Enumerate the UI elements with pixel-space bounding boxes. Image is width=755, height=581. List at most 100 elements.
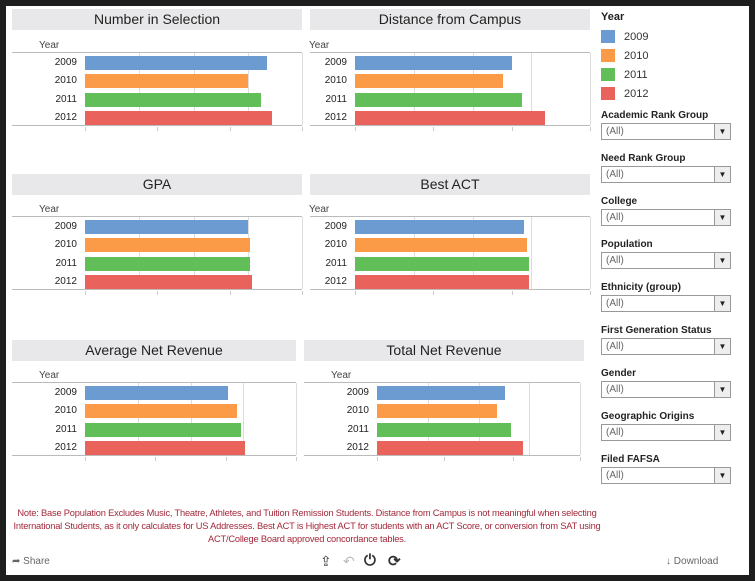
chevron-down-icon[interactable]: ▼ (714, 339, 730, 354)
filter-dropdown[interactable]: (All) ▼ (601, 295, 731, 312)
axis-tick (590, 127, 591, 131)
download-button[interactable]: ↓ Download (666, 556, 719, 567)
filter-dropdown[interactable]: (All) ▼ (601, 338, 731, 355)
bar-2011[interactable] (85, 422, 242, 437)
axis-tick (156, 127, 158, 131)
legend-title: Year (601, 11, 625, 23)
filter-dropdown[interactable]: (All) ▼ (601, 424, 731, 441)
row-header: Year (39, 204, 60, 215)
filter-dropdown[interactable]: (All) ▼ (601, 209, 731, 226)
filter-dropdown[interactable]: (All) ▼ (601, 467, 731, 484)
axis-tick (355, 127, 356, 131)
gridline (296, 383, 297, 455)
chevron-down-icon[interactable]: ▼ (714, 296, 730, 311)
bar-2010[interactable] (355, 238, 527, 253)
plot-area: 2009 2010 2011 2012 (12, 52, 303, 126)
axis-tick (302, 291, 303, 295)
filter-group: Ethnicity (group) (All) ▼ (601, 282, 731, 312)
year-label: 2012 (54, 441, 77, 453)
plot-area: 2009 2010 2011 2012 (310, 216, 591, 290)
chevron-down-icon[interactable]: ▼ (714, 425, 730, 440)
axis-tick (85, 291, 86, 295)
bar-2010[interactable] (355, 74, 504, 89)
color-swatch (601, 87, 615, 100)
filter-group: Need Rank Group (All) ▼ (601, 153, 731, 183)
year-label: 2009 (324, 221, 347, 232)
filter-label: Geographic Origins (601, 411, 695, 422)
year-label: 2009 (324, 57, 347, 68)
bar-2012[interactable] (85, 110, 272, 125)
plot-area: 2009 2010 2011 2012 (12, 382, 297, 456)
gridline (590, 53, 591, 125)
legend-item-2010[interactable]: 2010 (601, 46, 746, 65)
row-header: Year (309, 40, 330, 51)
year-label: 2010 (324, 75, 347, 87)
color-swatch (601, 68, 615, 81)
filter-label: First Generation Status (601, 325, 712, 336)
filter-dropdown[interactable]: (All) ▼ (601, 123, 731, 140)
chevron-down-icon[interactable]: ▼ (714, 253, 730, 268)
share-button[interactable]: ➦ Share (12, 556, 50, 567)
undo-icon[interactable]: ↶ (343, 553, 355, 569)
footnote: Note: Base Population Excludes Music, Th… (13, 508, 601, 544)
axis-tick (443, 457, 445, 461)
filter-group: First Generation Status (All) ▼ (601, 325, 731, 355)
bar-2009[interactable] (85, 220, 248, 234)
chevron-down-icon[interactable]: ▼ (714, 124, 730, 139)
bar-2012[interactable] (85, 274, 253, 289)
axis-tick (432, 291, 434, 295)
bar-2009[interactable] (85, 56, 268, 70)
filter-dropdown[interactable]: (All) ▼ (601, 252, 731, 269)
bar-2009[interactable] (377, 386, 505, 400)
bar-2010[interactable] (377, 404, 497, 419)
refresh-icon[interactable]: ⟳ (388, 553, 401, 570)
bar-2009[interactable] (355, 220, 525, 234)
axis-tick (512, 127, 514, 131)
bar-2011[interactable] (355, 256, 529, 271)
gridline (529, 383, 531, 455)
axis-tick (296, 457, 297, 461)
bar-2010[interactable] (85, 74, 248, 89)
bar-2010[interactable] (85, 238, 250, 253)
year-label: 2011 (55, 93, 77, 105)
bar-2011[interactable] (355, 92, 522, 107)
gridline (427, 383, 429, 455)
legend-item-2011[interactable]: 2011 (601, 65, 746, 84)
color-swatch (601, 49, 615, 62)
chevron-down-icon[interactable]: ▼ (714, 210, 730, 225)
bar-2012[interactable] (355, 110, 546, 125)
legend-item-2009[interactable]: 2009 (601, 27, 746, 46)
bar-2011[interactable] (85, 256, 250, 271)
bar-2012[interactable] (377, 440, 524, 455)
year-label: 2010 (54, 239, 77, 251)
filter-dropdown[interactable]: (All) ▼ (601, 381, 731, 398)
filter-group: Filed FAFSA (All) ▼ (601, 454, 731, 484)
chart-title: Total Net Revenue (304, 340, 584, 361)
gridline (190, 383, 192, 455)
axis-tick (226, 457, 228, 461)
export-icon[interactable]: ⇪ (320, 553, 332, 569)
gridline (413, 217, 415, 289)
gridline (472, 217, 474, 289)
bar-2010[interactable] (85, 404, 237, 419)
year-label: 2011 (55, 257, 77, 269)
chevron-down-icon[interactable]: ▼ (714, 468, 730, 483)
bar-2012[interactable] (355, 274, 529, 289)
bar-2011[interactable] (377, 422, 511, 437)
chevron-down-icon[interactable]: ▼ (714, 382, 730, 397)
axis-tick (230, 291, 232, 295)
filter-dropdown[interactable]: (All) ▼ (601, 166, 731, 183)
revert-icon[interactable]: ⏻ (364, 552, 376, 569)
bar-2009[interactable] (85, 386, 229, 400)
plot-area: 2009 2010 2011 2012 (304, 382, 581, 456)
bar-2011[interactable] (85, 92, 261, 107)
bar-2012[interactable] (85, 440, 246, 455)
chevron-down-icon[interactable]: ▼ (714, 167, 730, 182)
legend-item-2012[interactable]: 2012 (601, 84, 746, 103)
axis-tick (154, 457, 156, 461)
bar-2009[interactable] (355, 56, 513, 70)
chart-title: Distance from Campus (310, 9, 590, 30)
filter-label: Academic Rank Group (601, 110, 709, 121)
filter-label: Ethnicity (group) (601, 282, 681, 293)
chart-title: Best ACT (310, 174, 590, 195)
